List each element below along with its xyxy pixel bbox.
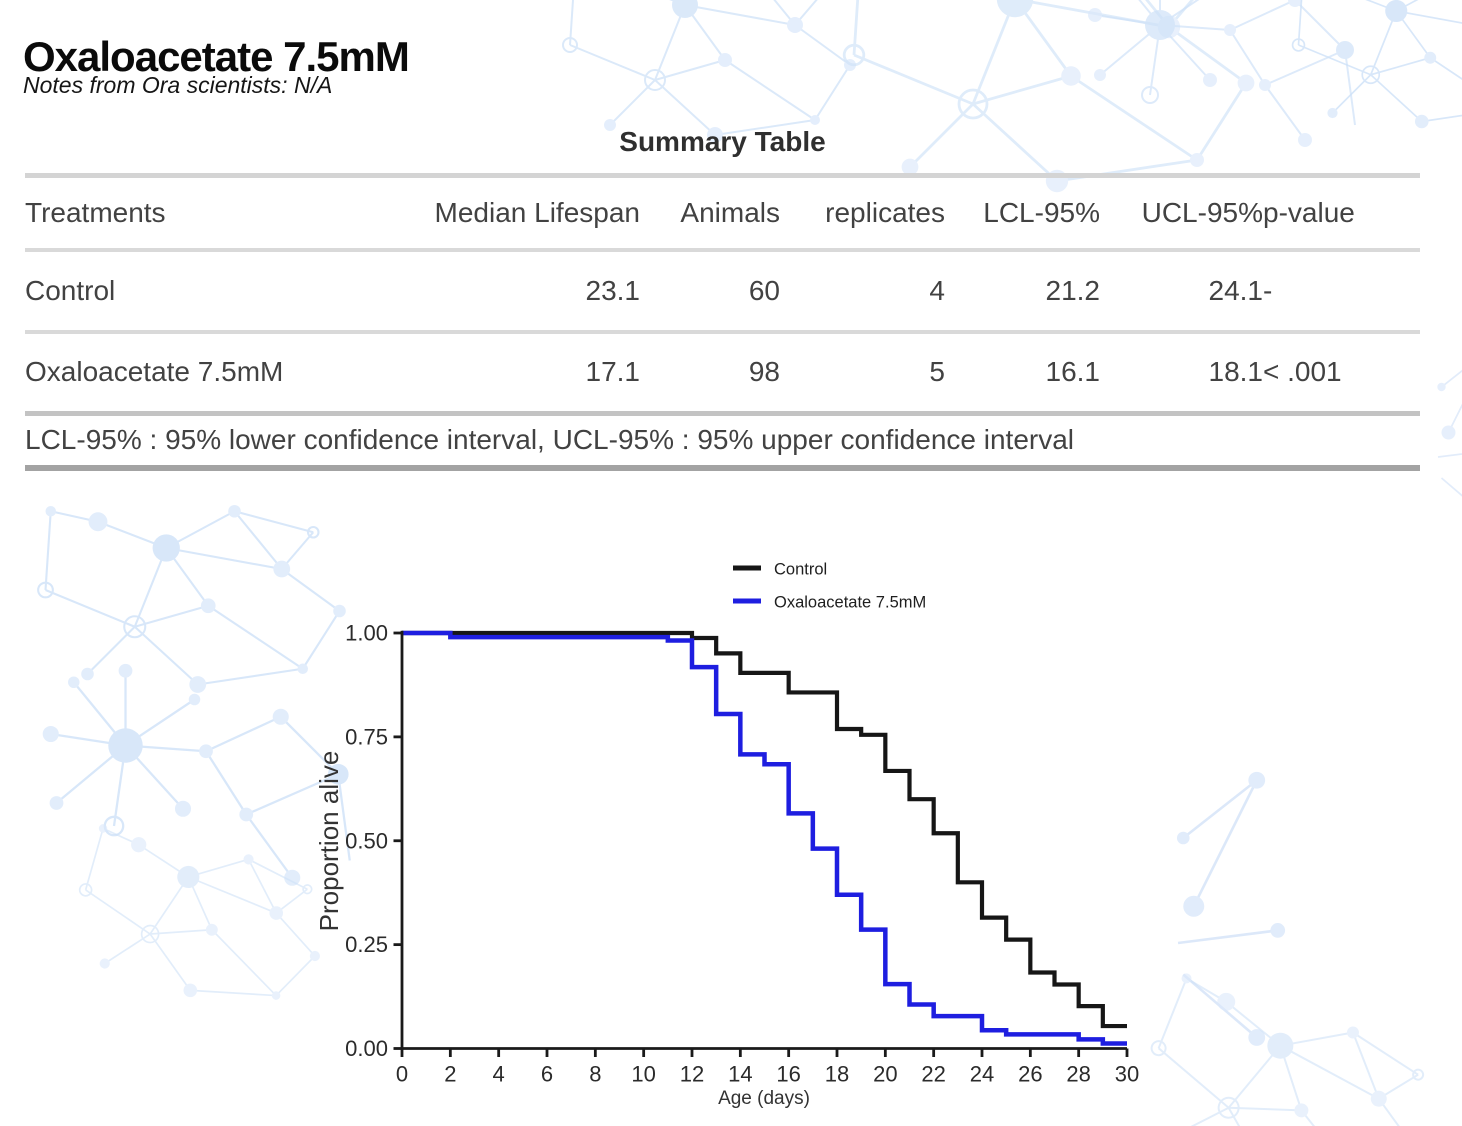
cell-replicates: 5 — [929, 356, 945, 388]
cell-treatment: Oxaloacetate 7.5mM — [25, 356, 284, 388]
svg-text:26: 26 — [1018, 1062, 1042, 1087]
col-header-lcl-95: LCL-95% — [983, 196, 1100, 228]
page-title: Oxaloacetate 7.5mM — [23, 33, 410, 81]
col-header-p-value: p-value — [1263, 196, 1355, 228]
cell-animals: 60 — [748, 274, 780, 306]
legend-label-control: Control — [774, 561, 827, 579]
page-notes: Notes from Ora scientists: N/A — [23, 72, 333, 98]
survival-curves — [402, 630, 1127, 1046]
svg-text:0.25: 0.25 — [345, 932, 388, 957]
table-footnote: LCL-95% : 95% lower confidence interval,… — [25, 424, 1075, 456]
table-row-control: Control 23.1 60 4 21.2 24.1 - — [25, 250, 1420, 332]
col-header-replicates: replicates — [825, 196, 945, 228]
svg-text:6: 6 — [541, 1062, 553, 1087]
svg-text:0.75: 0.75 — [345, 724, 388, 749]
table-footnote-row: LCL-95% : 95% lower confidence interval,… — [25, 414, 1420, 468]
svg-text:1.00: 1.00 — [345, 621, 388, 646]
svg-text:22: 22 — [921, 1062, 945, 1087]
cell-p-value: - — [1263, 274, 1273, 306]
svg-text:16: 16 — [776, 1062, 800, 1087]
chart-legend: Control Oxaloacetate 7.5mM — [733, 561, 926, 612]
table-row-oxaloacetate: Oxaloacetate 7.5mM 17.1 98 5 16.1 18.1 <… — [25, 332, 1420, 414]
chart-axes: 0.000.250.500.751.000 2 4 6 8 10 12 14 16 18 20 22 2… — [345, 621, 1139, 1087]
y-axis-label: Proportion alive — [314, 751, 344, 932]
legend-label-oxaloacetate: Oxaloacetate 7.5mM — [774, 594, 926, 612]
svg-text:4: 4 — [493, 1062, 505, 1087]
summary-table-section: Summary Table Treatments Median Lifespan… — [25, 122, 1420, 471]
svg-text:20: 20 — [873, 1062, 897, 1087]
cell-replicates: 4 — [929, 274, 945, 306]
cell-median-lifespan: 17.1 — [585, 356, 641, 388]
cell-animals: 98 — [748, 356, 780, 388]
cell-p-value: < .001 — [1263, 356, 1342, 388]
svg-text:30: 30 — [1115, 1062, 1139, 1087]
cell-ucl-95: 18.1 — [1208, 356, 1264, 388]
x-axis-label: Age (days) — [718, 1088, 810, 1109]
cell-lcl-95: 21.2 — [1045, 274, 1101, 306]
summary-table-title: Summary Table — [619, 126, 826, 157]
col-header-treatments: Treatments — [25, 196, 166, 228]
svg-text:0.50: 0.50 — [345, 828, 388, 853]
col-header-median-lifespan: Median Lifespan — [434, 196, 640, 228]
cell-ucl-95: 24.1 — [1208, 274, 1264, 306]
svg-text:18: 18 — [825, 1062, 849, 1087]
table-header-row: Treatments Median Lifespan Animals repli… — [25, 176, 1420, 250]
col-header-ucl-95: UCL-95% — [1141, 196, 1263, 228]
svg-text:8: 8 — [589, 1062, 601, 1087]
col-header-animals: Animals — [680, 196, 780, 228]
svg-text:28: 28 — [1066, 1062, 1090, 1087]
svg-text:0: 0 — [396, 1062, 408, 1087]
svg-text:12: 12 — [680, 1062, 704, 1087]
cell-lcl-95: 16.1 — [1045, 356, 1101, 388]
cell-median-lifespan: 23.1 — [585, 274, 641, 306]
svg-text:0.00: 0.00 — [345, 1036, 388, 1061]
summary-table: Treatments Median Lifespan Animals repli… — [25, 173, 1420, 471]
svg-text:10: 10 — [631, 1062, 655, 1087]
svg-text:14: 14 — [728, 1062, 752, 1087]
svg-text:24: 24 — [970, 1062, 994, 1087]
svg-text:2: 2 — [444, 1062, 456, 1087]
survival-chart: 0.000.250.500.751.000 2 4 6 8 10 12 14 16 18 20 22 2… — [314, 561, 1139, 1110]
cell-treatment: Control — [25, 274, 116, 306]
